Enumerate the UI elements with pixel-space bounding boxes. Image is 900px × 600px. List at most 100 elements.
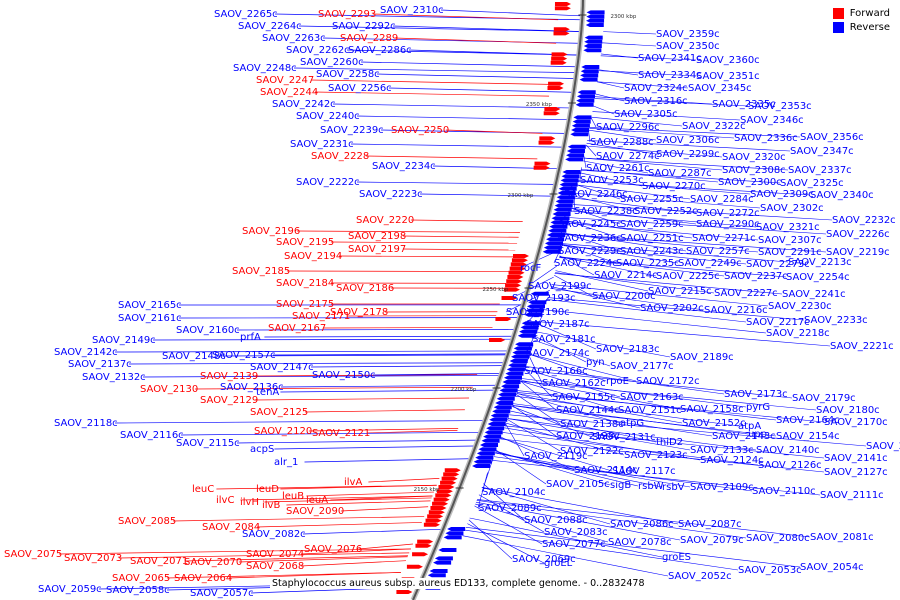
reverse-gene: [583, 48, 602, 53]
reverse-gene: [554, 203, 573, 208]
forward-gene: [538, 140, 555, 145]
right-connector: [559, 257, 787, 278]
reverse-gene: [498, 392, 517, 397]
right-gene-label: SAOV_2174c: [526, 348, 590, 359]
forward-gene: [550, 60, 567, 65]
left-gene-label: SAOV_2310c: [380, 5, 444, 16]
left-gene-label: SAOV_2090: [286, 506, 344, 517]
right-gene-label: SAOV_2193c: [512, 293, 576, 304]
right-gene-label: SAOV_2081c: [810, 532, 874, 543]
right-gene-label: SAOV_2284c: [690, 194, 754, 205]
right-connector: [528, 356, 543, 384]
left-gene-label: SAOV_2125: [250, 407, 308, 418]
reverse-gene: [577, 94, 596, 99]
right-connector: [580, 172, 643, 187]
right-connector: [591, 116, 683, 127]
right-gene-label: SAOV_2232c: [832, 215, 896, 226]
left-gene-label: SAOV_2118c: [54, 418, 118, 429]
right-gene-label: SAOV_2158c: [680, 404, 744, 415]
right-gene-label: SAOV_2088c: [524, 515, 588, 526]
reverse-gene: [573, 115, 592, 120]
left-connector: [314, 91, 550, 97]
right-gene-label: SAOV_2124c: [700, 455, 764, 466]
left-connector-lines: [58, 9, 581, 594]
reverse-gene: [565, 157, 584, 162]
left-connector: [330, 241, 518, 244]
reverse-gene: [585, 23, 604, 27]
left-gene-label: SAOV_2178: [330, 307, 388, 318]
forward-gene: [511, 258, 528, 263]
right-connector: [569, 217, 827, 235]
right-gene-label: SAOV_2291c: [758, 247, 822, 258]
left-gene-label: SAOV_2247: [256, 75, 314, 86]
right-gene-label: SAOV_2308c: [722, 165, 786, 176]
left-connector: [293, 67, 575, 73]
reverse-gene: [551, 216, 570, 221]
right-gene-label: SAOV_2236c: [558, 233, 622, 244]
forward-gene: [425, 518, 442, 523]
right-gene-label: SAOV_2079c: [680, 535, 744, 546]
left-connector: [356, 181, 554, 185]
reverse-gene: [548, 228, 567, 233]
left-gene-label: SAOV_2240c: [296, 111, 360, 122]
left-connector: [440, 9, 581, 17]
reverse-gene: [519, 329, 538, 334]
reverse-gene: [528, 300, 547, 305]
left-connector: [365, 155, 538, 160]
right-connector: [543, 309, 767, 334]
left-connector: [228, 572, 401, 579]
left-connector: [280, 484, 437, 490]
genome-caption: Staphylococcus aureus subsp. aureus ED13…: [270, 578, 647, 589]
right-connector: [583, 157, 789, 171]
reverse-gene: [501, 384, 520, 389]
right-connector: [562, 245, 747, 265]
left-gene-label: SAOV_2136c: [220, 382, 284, 393]
left-gene-label: SAOV_2198: [348, 231, 406, 242]
right-gene-label: SAOV_2346c: [740, 115, 804, 126]
right-gene-label: atpA: [738, 421, 761, 432]
right-gene-label: SAOV_2128c: [556, 431, 620, 442]
right-gene-label: SAOV_2170c: [824, 417, 888, 428]
left-gene-label: SAOV_2071: [130, 556, 188, 567]
right-gene-label: SAOV_2287c: [648, 168, 712, 179]
right-gene-label: SAOV_2243c: [620, 246, 684, 257]
right-gene-label: SAOV_2190c: [506, 307, 570, 318]
reverse-gene: [524, 312, 543, 317]
left-gene-label: SAOV_2256c: [328, 83, 392, 94]
forward-gene: [438, 485, 455, 489]
left-connector: [394, 37, 557, 44]
right-connector: [591, 117, 597, 128]
reverse-gene: [586, 14, 605, 19]
left-connector: [408, 49, 577, 56]
reverse-gene: [473, 459, 492, 464]
left-gene-label: SAOV_2234c: [372, 161, 436, 172]
right-gene-label: SAOV_2218c: [766, 328, 830, 339]
left-connector: [240, 495, 433, 501]
right-gene-label: SAOV_2131c: [592, 432, 656, 443]
left-gene-label: SAOV_2185: [232, 266, 290, 277]
reverse-gene: [480, 443, 499, 447]
forward-gene: [444, 468, 461, 473]
right-gene-label: SAOV_2324c: [624, 83, 688, 94]
right-connector: [589, 127, 801, 138]
reverse-gene: [433, 560, 452, 565]
right-gene-label: SAOV_2341c: [638, 53, 702, 64]
right-gene-label: rsbV: [662, 482, 685, 493]
right-connector: [495, 449, 547, 485]
left-gene-label: leuB: [282, 491, 304, 502]
right-connector: [516, 392, 825, 423]
right-gene-label: SAOV_2219c: [826, 247, 890, 258]
right-gene-label: SAOV_2360c: [696, 55, 760, 66]
right-connector: [539, 324, 597, 350]
right-connector: [597, 81, 689, 89]
left-connector: [286, 500, 431, 506]
left-connector: [402, 235, 519, 238]
left-gene-label: SAOV_2264c: [238, 21, 302, 32]
right-gene-label: SAOV_2288c: [590, 137, 654, 148]
reverse-gene: [576, 98, 595, 103]
left-connector: [114, 350, 507, 353]
reverse-gene: [545, 241, 564, 246]
forward-gene: [544, 107, 561, 111]
right-connector: [481, 487, 611, 525]
left-gene-label: leuC: [192, 484, 214, 495]
